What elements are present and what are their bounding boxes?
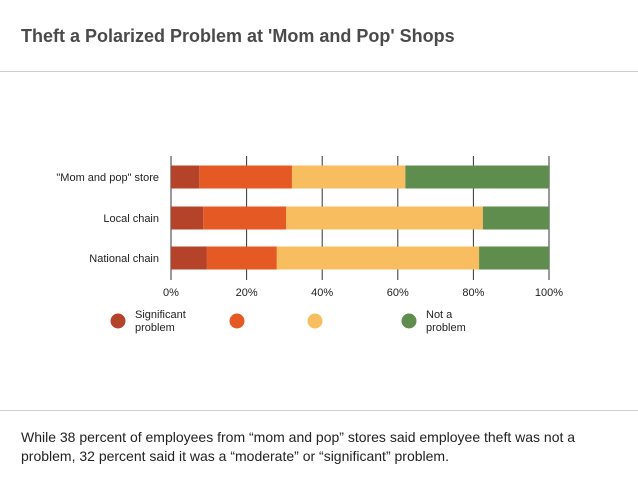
- x-tick-label: 20%: [236, 287, 258, 299]
- bar-segment: [276, 246, 480, 270]
- x-tick-label: 100%: [535, 287, 563, 299]
- x-tick-label: 80%: [462, 287, 484, 299]
- x-tick-label: 0%: [163, 287, 179, 299]
- bar-segment: [206, 246, 277, 270]
- x-tick-label: 40%: [311, 287, 333, 299]
- bar-segment: [479, 246, 549, 270]
- legend-marker: [401, 313, 417, 329]
- bar-segment: [286, 206, 483, 230]
- stacked-bar-chart: "Mom and pop" store Local chain National c…: [56, 156, 563, 334]
- bar-segment: [171, 165, 200, 189]
- top-divider: [0, 71, 638, 72]
- legend-marker: [229, 313, 245, 329]
- legend-label: problem: [135, 322, 175, 334]
- chart-title: Theft a Polarized Problem at 'Mom and Po…: [21, 26, 455, 46]
- bar-segment: [171, 206, 204, 230]
- bar-segment: [291, 165, 406, 189]
- chart-caption: While 38 percent of employees from “mom …: [21, 429, 576, 464]
- bottom-divider: [0, 410, 638, 411]
- legend-marker: [307, 313, 323, 329]
- legend-label: problem: [426, 322, 466, 334]
- bar-segment: [482, 206, 549, 230]
- x-tick-label: 60%: [387, 287, 409, 299]
- legend-label: Significant: [135, 309, 186, 321]
- category-label: "Mom and pop" store: [56, 172, 159, 184]
- bar-segment: [171, 246, 207, 270]
- legend-marker: [110, 313, 126, 329]
- bar-segment: [405, 165, 549, 189]
- category-label: Local chain: [103, 213, 159, 225]
- category-label: National chain: [89, 253, 159, 265]
- legend-label: Not a: [426, 309, 453, 321]
- bar-segment: [203, 206, 287, 230]
- bar-segment: [199, 165, 292, 189]
